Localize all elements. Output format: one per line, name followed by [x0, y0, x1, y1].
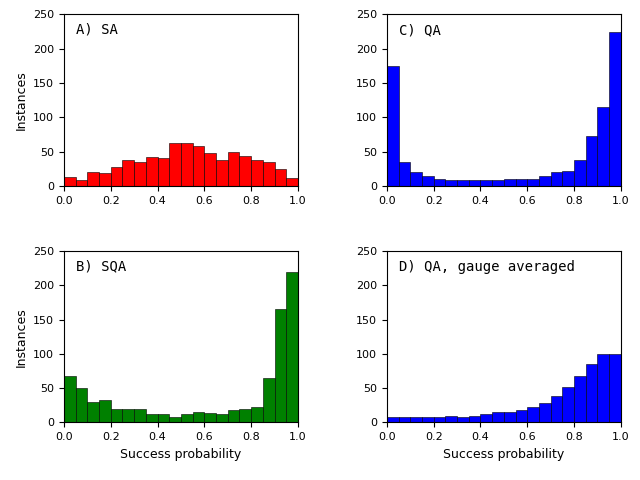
Bar: [550, 172, 563, 186]
Bar: [169, 143, 181, 186]
Bar: [492, 412, 504, 422]
Bar: [99, 400, 111, 422]
Bar: [134, 162, 146, 186]
Bar: [457, 417, 468, 422]
Bar: [434, 179, 445, 186]
Y-axis label: Instances: Instances: [15, 70, 28, 130]
Bar: [422, 176, 434, 186]
Bar: [539, 176, 550, 186]
Bar: [216, 160, 228, 186]
Bar: [76, 180, 88, 186]
Bar: [410, 417, 422, 422]
Bar: [169, 417, 181, 422]
Bar: [399, 162, 410, 186]
Bar: [228, 410, 239, 422]
Bar: [88, 402, 99, 422]
Bar: [263, 162, 275, 186]
Bar: [539, 403, 550, 422]
Y-axis label: Instances: Instances: [15, 307, 28, 367]
Bar: [563, 387, 574, 422]
Bar: [586, 136, 597, 186]
Bar: [422, 417, 434, 422]
Bar: [157, 414, 169, 422]
Bar: [387, 417, 399, 422]
Bar: [434, 417, 445, 422]
Bar: [504, 179, 516, 186]
Bar: [146, 414, 157, 422]
Bar: [563, 171, 574, 186]
Bar: [263, 378, 275, 422]
Bar: [468, 180, 481, 186]
Bar: [146, 157, 157, 186]
Bar: [445, 180, 457, 186]
Bar: [387, 66, 399, 186]
Bar: [216, 414, 228, 422]
X-axis label: Success probability: Success probability: [120, 448, 241, 461]
Bar: [468, 416, 481, 422]
Bar: [410, 172, 422, 186]
Bar: [275, 168, 286, 186]
Bar: [286, 178, 298, 186]
Bar: [204, 413, 216, 422]
Bar: [228, 152, 239, 186]
Bar: [574, 160, 586, 186]
Bar: [586, 364, 597, 422]
Bar: [251, 160, 263, 186]
Bar: [275, 309, 286, 422]
Bar: [88, 172, 99, 186]
Bar: [181, 144, 193, 186]
Bar: [181, 414, 193, 422]
Text: A) SA: A) SA: [76, 23, 118, 37]
Bar: [609, 32, 621, 186]
Bar: [64, 177, 76, 186]
Bar: [457, 180, 468, 186]
Bar: [239, 408, 251, 422]
Bar: [445, 416, 457, 422]
Text: B) SQA: B) SQA: [76, 260, 126, 274]
Bar: [609, 354, 621, 422]
Bar: [99, 173, 111, 186]
Bar: [574, 376, 586, 422]
Bar: [239, 156, 251, 186]
Bar: [516, 179, 527, 186]
Bar: [122, 160, 134, 186]
Bar: [204, 153, 216, 186]
Text: C) QA: C) QA: [399, 23, 440, 37]
Bar: [504, 412, 516, 422]
Bar: [157, 158, 169, 186]
Bar: [251, 408, 263, 422]
Bar: [134, 408, 146, 422]
Bar: [597, 107, 609, 186]
Bar: [122, 408, 134, 422]
Bar: [527, 408, 539, 422]
Bar: [481, 414, 492, 422]
Bar: [481, 180, 492, 186]
Bar: [111, 167, 122, 186]
Bar: [64, 376, 76, 422]
Bar: [516, 410, 527, 422]
Bar: [550, 396, 563, 422]
Bar: [492, 180, 504, 186]
X-axis label: Success probability: Success probability: [444, 448, 564, 461]
Text: D) QA, gauge averaged: D) QA, gauge averaged: [399, 260, 575, 274]
Bar: [193, 412, 204, 422]
Bar: [193, 146, 204, 186]
Bar: [527, 179, 539, 186]
Bar: [286, 272, 298, 422]
Bar: [399, 417, 410, 422]
Bar: [597, 354, 609, 422]
Bar: [111, 408, 122, 422]
Bar: [76, 388, 88, 422]
